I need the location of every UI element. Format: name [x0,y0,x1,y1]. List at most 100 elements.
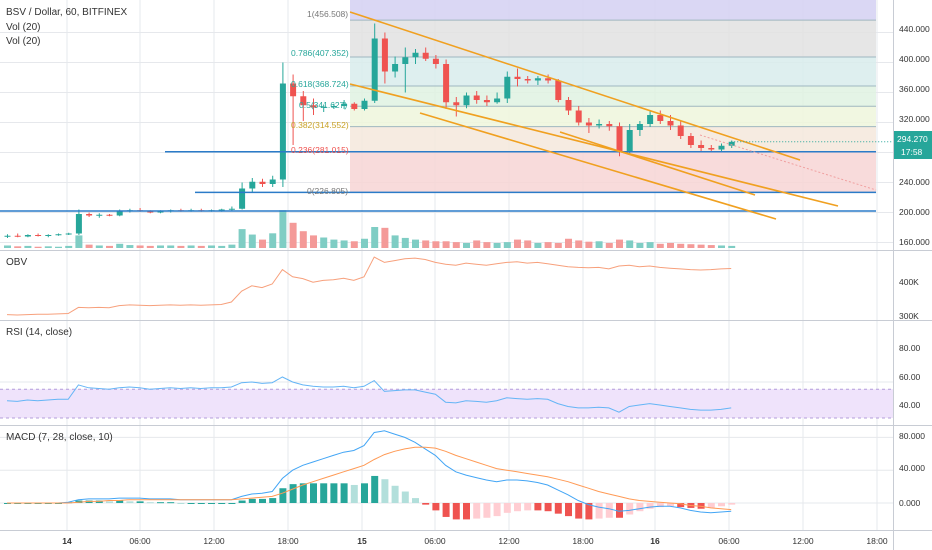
candle-body [718,145,725,150]
volume-bar [116,243,124,248]
volume-bar [473,240,481,248]
candle-body [96,214,103,216]
volume-legend-2[interactable]: Vol (20) [6,36,40,47]
volume-bar [320,237,328,248]
volume-bar [514,239,521,248]
volume-bar [187,245,195,248]
macd-histogram-bar [412,498,419,503]
macd-histogram-bar [320,483,328,503]
volume-bar [106,245,113,248]
volume-bar [595,241,603,248]
time-tick-label: 12:00 [203,536,225,546]
rsi-tick-label: 80.00 [899,343,921,353]
fib-label-0: 0(226.805) [307,186,348,196]
macd-histogram-bar [707,503,715,508]
macd-histogram-bar [463,503,470,520]
last-price-tag[interactable]: 294.270 17:58 [894,131,932,159]
trend-line [349,83,839,207]
volume-bar [371,227,379,248]
volume-bar [136,245,144,248]
trend-line [419,112,777,220]
candle-body [361,100,368,109]
fib-label-0236: 0.236(281.015) [291,145,349,155]
candle-body [708,148,715,150]
volume-bar [575,240,583,248]
volume-bar [259,239,266,248]
macd-histogram-bar [340,483,348,503]
candle-body [320,106,327,108]
candle-body [698,145,705,148]
price-axis[interactable]: 440.000 400.000 360.000 320.000 240.000 … [899,24,930,247]
candle-body [228,208,235,210]
fib-zone-top [350,0,876,21]
macd-histogram-bar [146,502,154,504]
obv-legend[interactable]: OBV [6,257,27,268]
macd-histogram-bar [391,485,399,503]
volume-bar [177,245,185,248]
trend-line [559,131,756,196]
macd-histogram-bar [575,503,583,519]
volume-bar [585,241,593,248]
volume-bar [391,235,399,248]
volume-bar [626,240,634,248]
macd-histogram-bar [289,484,297,503]
candle-body [463,95,470,106]
candle-body [636,124,643,130]
fib-zone [350,126,876,152]
macd-histogram-bar [208,503,215,504]
macd-axis[interactable]: 80.000 40.000 0.000 [899,431,925,508]
macd-legend[interactable]: MACD (7, 28, close, 10) [6,432,113,443]
macd-histogram-bar [279,488,287,503]
price-tag-value: 294.270 [897,134,928,144]
volume-bar [554,242,562,248]
volume-legend-1[interactable]: Vol (20) [6,22,40,33]
candle-body [585,122,592,126]
volume-bar [289,222,297,248]
candle-body [341,103,348,106]
volume-bar [44,246,52,248]
fib-zone [350,20,876,57]
macd-histogram-bar [187,503,195,504]
volume-bar [146,245,154,248]
volume-bar [452,242,460,248]
macd-histogram-bar [503,503,511,513]
price-tick-label: 200.000 [899,207,930,217]
volume-bar [565,238,572,248]
macd-histogram-bar [432,503,440,511]
time-tick-label: 06:00 [424,536,446,546]
symbol-legend[interactable]: BSV / Dollar, 60, BITFINEX [6,7,127,18]
volume-bar [616,239,623,248]
volume-bar [524,240,532,248]
macd-histogram-bar [269,498,277,503]
macd-histogram-bar [524,503,532,511]
volume-bar [361,238,368,248]
candle-body [565,100,572,111]
candle-body [728,141,735,146]
rsi-axis[interactable]: 80.00 60.00 40.00 [899,343,921,410]
time-tick-label: 18:00 [572,536,594,546]
macd-histogram-bar [371,475,379,503]
volume-bar [75,235,83,248]
volume-bar [299,231,307,248]
candle-body [524,79,531,81]
candle-body [249,181,256,189]
candle-body [351,103,358,109]
rsi-legend[interactable]: RSI (14, close) [6,327,72,338]
trend-lines[interactable] [0,11,893,220]
candle-body [534,78,541,81]
macd-histogram-bar [248,498,256,503]
candle-body [453,102,460,106]
candle-body [65,233,72,235]
volume-bar [728,245,736,248]
macd-histogram-bar [136,501,144,503]
volume-bar [442,241,450,248]
candle-body [381,38,388,72]
fib-retracement[interactable] [350,0,876,193]
time-axis[interactable]: 14 06:00 12:00 18:00 15 06:00 12:00 18:0… [62,536,888,546]
volume-bar [34,246,42,248]
candle-body [402,57,409,64]
obv-axis[interactable]: 400K 300K [899,277,919,321]
candle-body [545,78,552,81]
